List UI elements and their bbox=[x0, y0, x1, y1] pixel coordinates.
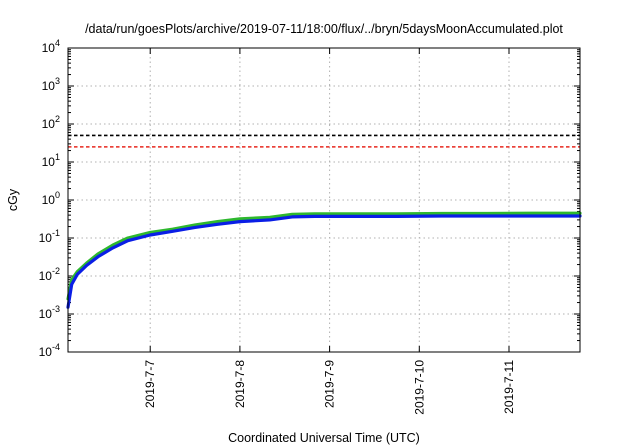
x-tick-label: 2019-7-7 bbox=[143, 360, 157, 408]
y-tick-label: 10-2 bbox=[39, 266, 60, 283]
y-tick-label: 101 bbox=[42, 152, 60, 169]
y-tick-label: 104 bbox=[42, 38, 60, 55]
x-tick-label: 2019-7-10 bbox=[412, 360, 426, 415]
y-axis-label: cGy bbox=[6, 188, 20, 211]
x-tick-label: 2019-7-9 bbox=[323, 360, 337, 408]
x-tick-label: 2019-7-11 bbox=[502, 360, 516, 414]
y-tick-label: 100 bbox=[42, 190, 60, 207]
x-tick-label: 2019-7-8 bbox=[233, 360, 247, 408]
x-axis-label: Coordinated Universal Time (UTC) bbox=[228, 431, 420, 445]
y-tick-label: 102 bbox=[42, 114, 60, 131]
y-tick-label: 10-1 bbox=[39, 228, 60, 245]
chart-title: /data/run/goesPlots/archive/2019-07-11/1… bbox=[85, 22, 563, 36]
y-tick-label: 10-4 bbox=[39, 342, 60, 359]
y-tick-label: 10-3 bbox=[39, 304, 60, 321]
plot-frame bbox=[67, 47, 581, 353]
y-tick-label: 103 bbox=[42, 76, 60, 93]
series-line-2 bbox=[66, 214, 582, 309]
series-line-1 bbox=[66, 211, 582, 301]
